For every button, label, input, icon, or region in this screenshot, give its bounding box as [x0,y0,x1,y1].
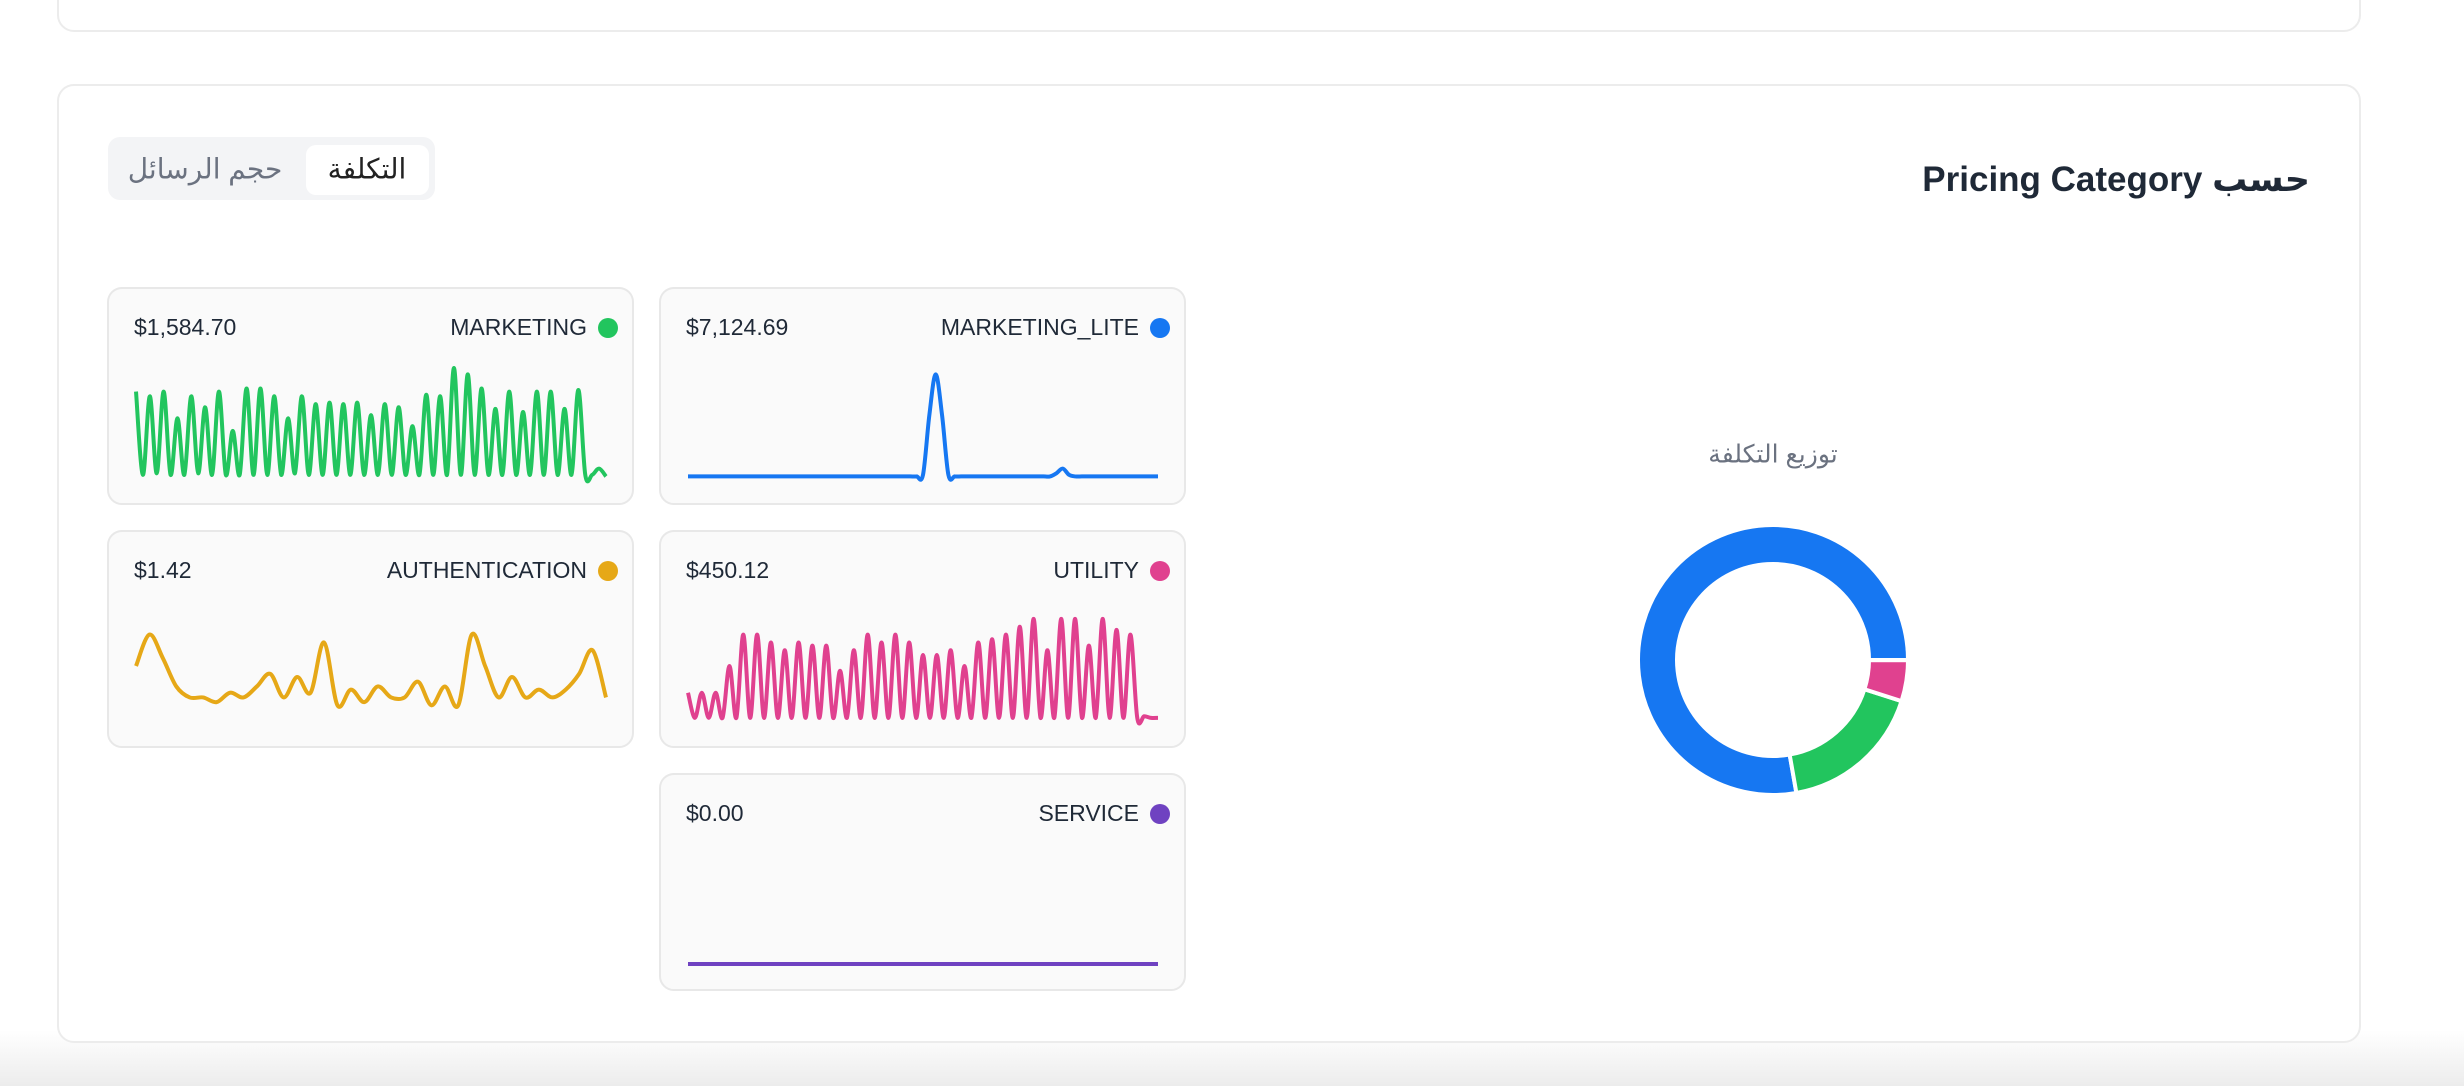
legend-dot [1150,804,1170,824]
series-total: $1.42 [134,557,192,583]
series-name: MARKETING_LITE [941,314,1139,340]
donut-title: توزيع التكلفة [1708,441,1837,470]
sparkline [134,631,608,709]
donut-segment [1636,523,1911,797]
series-card [659,773,1186,991]
sparkline [686,616,1159,726]
series-total: $0.00 [686,800,744,826]
legend-dot [598,561,618,581]
series-card [659,530,1186,748]
series-total: $450.12 [686,557,769,583]
series-name: MARKETING [450,314,587,340]
tab-active-bg [306,145,429,195]
series-name: AUTHENTICATION [387,557,587,583]
series-name: UTILITY [1053,557,1139,583]
sparkline [134,366,608,484]
top-panel [57,0,2361,32]
legend-dot [598,318,618,338]
series-total: $1,584.70 [134,314,236,340]
tab[interactable]: حجم الرسائل [128,153,283,185]
legend-dot [1150,318,1170,338]
sparkline [688,372,1158,482]
legend-dot [1150,561,1170,581]
series-card [107,287,634,505]
section-title: حسب Pricing Category [1922,160,2310,199]
series-card [659,287,1186,505]
tab[interactable]: التكلفة [328,153,407,184]
series-name: SERVICE [1038,800,1139,826]
series-total: $7,124.69 [686,314,788,340]
